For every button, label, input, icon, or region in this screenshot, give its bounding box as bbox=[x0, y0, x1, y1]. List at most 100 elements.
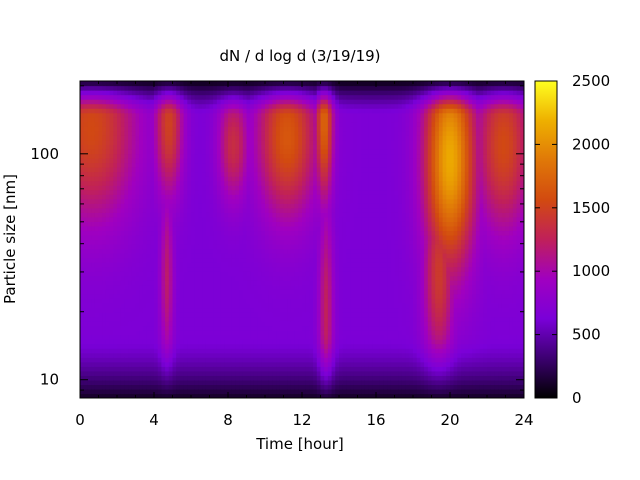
heatmap-cell bbox=[331, 330, 336, 336]
heatmap-cell bbox=[128, 298, 133, 304]
heatmap-cell bbox=[131, 90, 137, 96]
heatmap-cell bbox=[327, 298, 333, 304]
heatmap-cell bbox=[216, 157, 222, 164]
heatmap-cell bbox=[276, 366, 281, 372]
heatmap-cell bbox=[305, 139, 310, 145]
heatmap-cell bbox=[80, 135, 85, 141]
heatmap-cell bbox=[83, 171, 88, 177]
heatmap-cell bbox=[205, 388, 211, 395]
heatmap-cell bbox=[146, 370, 151, 376]
heatmap-cell bbox=[87, 244, 92, 250]
heatmap-cell bbox=[320, 148, 325, 155]
heatmap-cell bbox=[253, 171, 259, 177]
heatmap-cell bbox=[313, 130, 318, 136]
heatmap-cell bbox=[205, 167, 211, 173]
heatmap-cell bbox=[287, 321, 292, 327]
heatmap-cell bbox=[128, 221, 133, 227]
heatmap-cell bbox=[294, 139, 299, 145]
heatmap-cell bbox=[265, 357, 270, 363]
heatmap-cell bbox=[187, 230, 192, 236]
heatmap-cell bbox=[139, 284, 144, 290]
heatmap-cell bbox=[253, 239, 259, 245]
heatmap-cell bbox=[294, 130, 299, 136]
heatmap-cell bbox=[224, 103, 229, 109]
heatmap-cell bbox=[157, 81, 162, 87]
heatmap-cell bbox=[331, 375, 336, 381]
heatmap-cell bbox=[331, 117, 336, 123]
heatmap-cell bbox=[142, 280, 148, 286]
heatmap-cell bbox=[113, 216, 118, 222]
heatmap-cell bbox=[105, 366, 111, 372]
heatmap-cell bbox=[320, 144, 325, 150]
heatmap-cell bbox=[117, 108, 122, 114]
heatmap-cell bbox=[220, 216, 225, 222]
heatmap-cell bbox=[139, 275, 144, 281]
heatmap-cell bbox=[276, 253, 281, 259]
heatmap-cell bbox=[128, 121, 133, 127]
heatmap-cell bbox=[146, 135, 151, 141]
heatmap-cell bbox=[191, 302, 196, 309]
heatmap-cell bbox=[80, 139, 85, 145]
heatmap-cell bbox=[209, 348, 214, 354]
heatmap-cell bbox=[179, 99, 185, 105]
heatmap-cell bbox=[205, 207, 211, 213]
heatmap-cell bbox=[213, 153, 218, 159]
heatmap-cell bbox=[261, 393, 266, 398]
heatmap-cell bbox=[302, 144, 307, 150]
heatmap-cell bbox=[98, 348, 103, 354]
heatmap-cell bbox=[172, 289, 177, 295]
heatmap-cell bbox=[324, 157, 329, 164]
heatmap-cell bbox=[191, 194, 196, 200]
heatmap-cell bbox=[83, 325, 88, 331]
heatmap-cell bbox=[135, 167, 140, 173]
heatmap-cell bbox=[168, 130, 174, 136]
heatmap-cell bbox=[235, 121, 240, 127]
heatmap-cell bbox=[265, 198, 270, 204]
heatmap-cell bbox=[302, 388, 307, 395]
heatmap-cell bbox=[327, 289, 333, 295]
heatmap-cell bbox=[261, 352, 266, 358]
heatmap-cell bbox=[87, 302, 92, 309]
heatmap-cell bbox=[290, 379, 296, 386]
heatmap-cell bbox=[220, 375, 225, 381]
heatmap-cell bbox=[80, 153, 85, 159]
heatmap-cell bbox=[187, 212, 192, 218]
heatmap-cell bbox=[168, 117, 174, 123]
heatmap-cell bbox=[268, 316, 273, 322]
heatmap-cell bbox=[253, 162, 259, 168]
heatmap-cell bbox=[135, 157, 140, 164]
heatmap-cell bbox=[150, 388, 155, 395]
heatmap-cell bbox=[172, 221, 177, 227]
heatmap-cell bbox=[113, 284, 118, 290]
heatmap-cell bbox=[268, 366, 273, 372]
heatmap-cell bbox=[309, 90, 314, 96]
heatmap-cell bbox=[213, 370, 218, 376]
heatmap-cell bbox=[202, 248, 207, 254]
heatmap-cell bbox=[198, 216, 203, 222]
heatmap-cell bbox=[290, 194, 296, 200]
heatmap-cell bbox=[290, 271, 296, 277]
heatmap-cell bbox=[324, 162, 329, 168]
heatmap-cell bbox=[165, 298, 170, 304]
heatmap-cell bbox=[128, 348, 133, 354]
heatmap-cell bbox=[220, 108, 225, 114]
heatmap-cell bbox=[335, 121, 340, 127]
heatmap-cell bbox=[105, 370, 111, 376]
heatmap-cell bbox=[154, 361, 159, 367]
heatmap-cell bbox=[191, 180, 196, 186]
heatmap-cell bbox=[298, 348, 303, 354]
heatmap-cell bbox=[120, 316, 125, 322]
heatmap-cell bbox=[198, 180, 203, 186]
heatmap-cell bbox=[235, 112, 240, 118]
heatmap-cell bbox=[194, 352, 199, 358]
heatmap-cell bbox=[298, 384, 303, 390]
heatmap-cell bbox=[331, 99, 336, 105]
heatmap-cell bbox=[109, 85, 114, 91]
heatmap-cell bbox=[283, 379, 288, 386]
heatmap-cell bbox=[290, 162, 296, 168]
heatmap-cell bbox=[287, 180, 292, 186]
heatmap-cell bbox=[290, 126, 296, 132]
heatmap-cell bbox=[231, 384, 236, 390]
heatmap-cell bbox=[250, 126, 255, 132]
heatmap-cell bbox=[216, 225, 222, 232]
